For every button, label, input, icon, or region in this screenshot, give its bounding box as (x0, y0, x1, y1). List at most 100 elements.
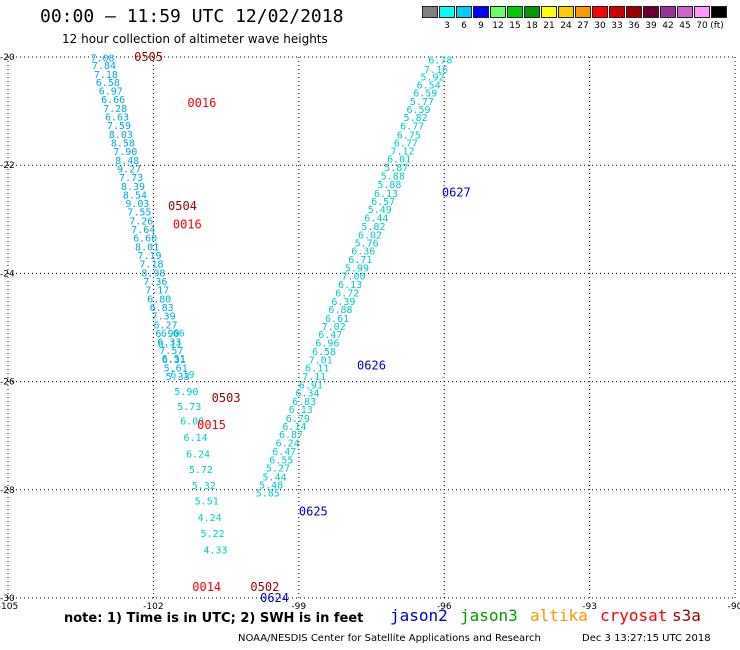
colorbar-label: 42 (662, 21, 674, 31)
data-point-jason3: 5.32 (192, 481, 216, 492)
data-point-altika: 6.97 (99, 87, 123, 98)
data-point-jason3: 5.90 (174, 387, 198, 398)
colorbar-swatch (456, 6, 472, 18)
satellite-legend-jason3: jason3 (460, 606, 518, 625)
data-point-jason3: 5.51 (195, 497, 219, 508)
data-point-jason3: 4.33 (203, 545, 227, 556)
data-point-jason2: 6.87 (279, 430, 303, 441)
data-point-altika: 6.60 (133, 234, 157, 245)
pass-time-label: 0503 (212, 391, 241, 405)
colorbar-swatch (422, 6, 438, 18)
data-point-jason2: 5.87 (384, 163, 408, 174)
colorbar-swatch (609, 6, 625, 18)
data-point-jason2: 5.77 (410, 97, 434, 108)
satellite-legend-altika: altika (530, 606, 588, 625)
data-point-jason2: 6.36 (351, 247, 375, 258)
colorbar-unit: (ft) (710, 21, 724, 31)
data-point-jason2: 6.34 (295, 388, 319, 399)
colorbar-label: 18 (526, 21, 538, 31)
pass-time-label: 0016 (187, 96, 216, 110)
data-point-altika: 6.33 (157, 338, 181, 349)
data-point-jason2: 5.92 (421, 72, 445, 83)
data-point-altika: 6.80 (147, 294, 171, 305)
colorbar-label: 24 (560, 21, 572, 31)
data-point-jason2: 6.01 (387, 155, 411, 166)
colorbar-swatch (558, 6, 574, 18)
data-point-altika: 7.18 (139, 260, 163, 271)
data-point-altika: 7.57 (159, 346, 183, 357)
data-point-jason2: 6.57 (371, 197, 395, 208)
data-point-altika: 7.26 (129, 216, 153, 227)
y-tick-label: -24 (0, 269, 15, 279)
data-point-altika: 8.01 (135, 242, 159, 253)
data-point-altika: 7.64 (131, 225, 155, 236)
data-point-jason2: 6.44 (364, 214, 388, 225)
colorbar-swatch (660, 6, 676, 18)
data-point-jason2: 5.88 (381, 171, 405, 182)
y-tick-label: -30 (0, 594, 15, 604)
data-point-jason2: 5.99 (345, 263, 369, 274)
data-point-jason2: 6.24 (276, 439, 300, 450)
data-point-jason2: 5.82 (404, 113, 428, 124)
data-point-altika: 7.73 (119, 173, 143, 184)
colorbar-label: 30 (594, 21, 606, 31)
colorbar-label: 12 (492, 21, 504, 31)
data-point-altika: 6.58 (96, 78, 120, 89)
data-point-jason3: 6.51 (162, 354, 186, 365)
data-point-jason2: 7.01 (309, 355, 333, 366)
data-point-altika: 6.90 (155, 329, 179, 340)
data-point-jason2: 6.96 (315, 339, 339, 350)
data-point-jason2: 6.02 (358, 230, 382, 241)
data-point-jason2: 5.85 (256, 489, 280, 500)
data-point-jason2: 6.83 (292, 397, 316, 408)
colorbar-swatch (490, 6, 506, 18)
colorbar-swatch (473, 6, 489, 18)
data-point-jason2: 5.88 (377, 180, 401, 191)
data-point-jason3: 6.00 (180, 417, 204, 428)
data-point-jason2: 6.88 (328, 305, 352, 316)
y-tick-label: -28 (0, 486, 15, 496)
data-point-altika: 6.66 (101, 95, 125, 106)
data-point-altika: 7.18 (94, 70, 118, 81)
data-point-jason2: 7.11 (302, 372, 326, 383)
colorbar-swatch (711, 6, 727, 18)
satellite-legend-jason2: jason2 (390, 606, 448, 625)
pass-time-label: 0502 (250, 580, 279, 594)
data-point-jason3: 5.72 (189, 465, 213, 476)
data-point-jason2: 6.11 (305, 364, 329, 375)
colorbar-label: 45 (679, 21, 691, 31)
data-point-jason2: 6.13 (289, 405, 313, 416)
data-point-altika: 6.63 (105, 113, 129, 124)
data-point-jason2: 7.00 (342, 272, 366, 283)
pass-time-label: 0625 (299, 504, 328, 518)
data-point-altika: 7.17 (145, 286, 169, 297)
data-point-jason2: 6.58 (312, 347, 336, 358)
data-point-jason2: 6.59 (413, 89, 437, 100)
x-tick-label: -99 (291, 602, 306, 612)
chart-subtitle: 12 hour collection of altimeter wave hei… (62, 32, 328, 46)
data-point-altika: 7.36 (143, 277, 167, 288)
data-point-jason2: 5.82 (361, 222, 385, 233)
colorbar-label: 3 (444, 21, 450, 31)
data-point-jason3: 5.22 (200, 529, 224, 540)
pass-time-label: 0015 (197, 418, 226, 432)
colorbar-label: 39 (645, 21, 657, 31)
data-point-altika: 8.39 (121, 182, 145, 193)
data-point-altika: 7.19 (137, 251, 161, 262)
colorbar-swatch (592, 6, 608, 18)
data-point-altika: 7.39 (152, 312, 176, 323)
data-point-jason2: 6.79 (286, 414, 310, 425)
data-point-jason2: 6.78 (428, 56, 452, 67)
data-point-jason2: 6.14 (282, 422, 306, 433)
y-tick-label: -26 (0, 378, 15, 388)
data-point-jason3: 4.24 (198, 513, 222, 524)
colorbar-swatch (524, 6, 540, 18)
data-point-altika: 7.59 (107, 121, 131, 132)
x-tick-label: -90 (728, 602, 740, 612)
data-point-jason2: 6.59 (406, 105, 430, 116)
colorbar-swatch (643, 6, 659, 18)
data-point-altika: 7.55 (127, 208, 151, 219)
data-point-jason2: 6.75 (397, 130, 421, 141)
data-point-altika: 9.03 (125, 199, 149, 210)
